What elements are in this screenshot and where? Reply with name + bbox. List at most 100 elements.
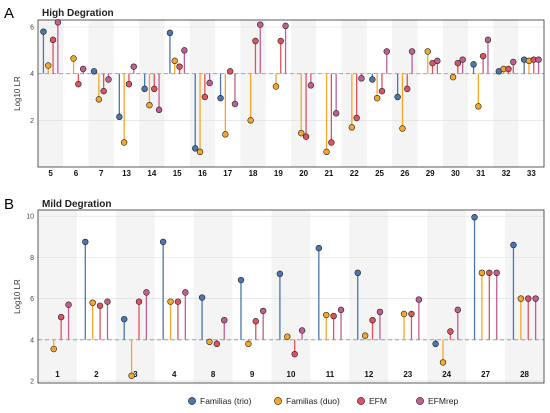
category-band — [115, 210, 155, 383]
category-label: 21 — [324, 169, 333, 178]
data-point — [459, 56, 466, 63]
category-band — [164, 20, 190, 167]
data-point — [424, 48, 431, 55]
data-point — [323, 311, 330, 319]
data-point — [247, 117, 254, 124]
data-point — [70, 55, 77, 62]
data-point — [298, 129, 305, 137]
panel-border — [37, 19, 545, 168]
data-point — [181, 47, 188, 54]
data-point — [449, 73, 457, 81]
data-point — [277, 37, 284, 45]
panel-a: A High Degration 2 4 6 Log10 LR 5 6 7 13 14 15 16 17 1… — [4, 5, 545, 178]
data-point — [454, 306, 461, 314]
data-point — [82, 238, 89, 246]
data-point — [75, 80, 82, 88]
data-point — [505, 65, 512, 73]
data-point — [432, 340, 439, 348]
category-label: 24 — [442, 370, 451, 379]
data-point — [373, 94, 381, 102]
y-tick-label: 2 — [30, 378, 34, 385]
data-point — [525, 295, 532, 302]
data-point — [89, 299, 96, 306]
legend-marker — [416, 397, 424, 405]
data-point — [174, 298, 182, 305]
data-point — [479, 52, 487, 60]
data-point — [151, 85, 158, 93]
category-label: 28 — [520, 370, 529, 379]
legend: Familias (trio) Familias (duo) EFM EFMrep — [188, 396, 459, 406]
category-band — [366, 20, 393, 167]
data-point — [276, 270, 284, 278]
category-band — [215, 20, 241, 167]
category-band — [493, 20, 519, 167]
data-point — [95, 96, 103, 103]
category-band — [316, 20, 342, 167]
legend-label: EFM — [369, 396, 387, 406]
category-band — [271, 210, 311, 383]
data-point — [284, 333, 291, 340]
legend-marker — [274, 397, 282, 405]
data-point — [116, 113, 123, 121]
data-point — [104, 298, 111, 305]
category-band — [63, 20, 89, 167]
y-tick-label: 10 — [26, 214, 34, 221]
category-band — [392, 20, 418, 167]
data-point — [128, 372, 135, 379]
data-point — [155, 106, 163, 114]
data-point — [307, 82, 315, 89]
data-point — [378, 87, 386, 95]
data-point — [226, 68, 234, 75]
data-point — [65, 301, 72, 308]
data-point — [167, 298, 174, 305]
category-label: 27 — [481, 370, 490, 379]
data-point — [90, 68, 98, 75]
data-point — [171, 57, 178, 65]
data-point — [282, 22, 289, 30]
data-point — [166, 29, 174, 37]
data-point — [237, 276, 245, 284]
data-point — [201, 93, 209, 101]
data-point — [361, 332, 369, 339]
y-axis-label: Log10 LR — [13, 76, 22, 111]
category-label: 20 — [299, 169, 308, 178]
data-point — [478, 269, 486, 277]
data-point — [206, 79, 213, 87]
category-label: 4 — [172, 370, 177, 379]
legend-label: EFMrep — [428, 396, 459, 406]
category-band — [38, 20, 64, 167]
category-band — [442, 20, 469, 167]
category-label: 19 — [274, 169, 283, 178]
data-point — [121, 315, 128, 323]
category-label: 14 — [147, 169, 156, 178]
legend-label: Familias (duo) — [286, 396, 340, 406]
data-point — [400, 310, 408, 318]
y-tick-label: 4 — [30, 71, 34, 78]
data-point — [40, 28, 47, 35]
data-point — [532, 295, 539, 302]
category-band — [518, 20, 544, 167]
category-band — [468, 20, 494, 167]
data-point — [50, 345, 57, 353]
data-point — [245, 340, 252, 348]
category-band — [265, 20, 291, 167]
category-label: 1 — [55, 370, 60, 379]
data-point — [57, 313, 65, 321]
data-point — [399, 125, 406, 132]
data-point — [447, 328, 454, 335]
data-point — [54, 19, 62, 26]
data-point — [376, 308, 384, 316]
data-point — [291, 350, 298, 358]
category-label: 18 — [249, 169, 258, 178]
category-band — [388, 210, 428, 383]
data-point — [96, 302, 104, 309]
category-band — [505, 210, 544, 383]
data-point — [358, 75, 365, 82]
data-point — [257, 21, 264, 28]
data-point — [159, 238, 167, 246]
category-label: 13 — [122, 169, 131, 178]
category-band — [88, 20, 114, 167]
panel-title: High Degration — [42, 8, 114, 19]
category-band — [38, 210, 77, 383]
category-band — [154, 210, 194, 383]
